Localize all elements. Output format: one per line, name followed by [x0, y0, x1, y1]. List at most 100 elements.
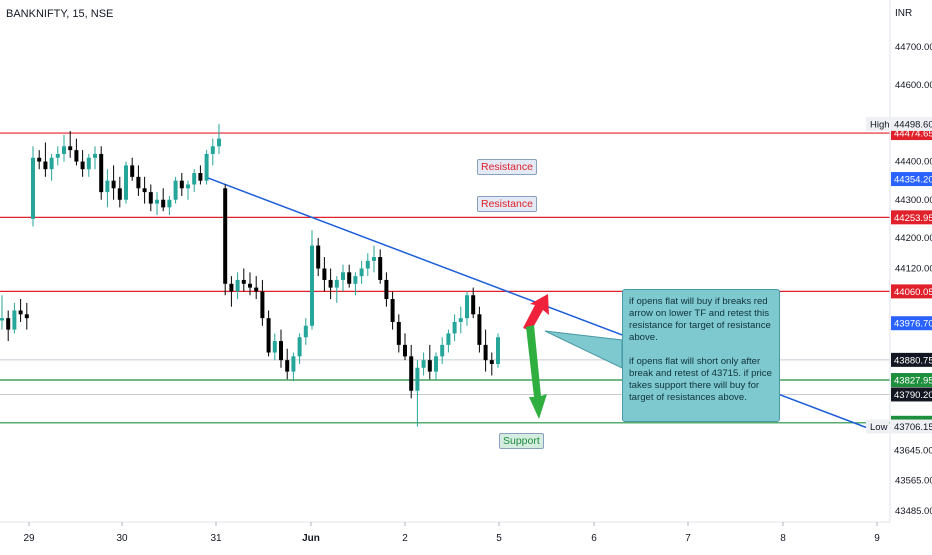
- candle-body: [167, 199, 172, 208]
- price-level-badge: [891, 284, 932, 299]
- time-tick-label: 30: [116, 533, 128, 544]
- time-tick-label: 2: [402, 533, 408, 544]
- candle-body: [117, 188, 122, 200]
- candle-body: [272, 341, 277, 353]
- candle-body: [155, 199, 159, 204]
- candle-body: [198, 173, 203, 181]
- candle-body: [291, 356, 296, 372]
- price-marker-label: 43706.15: [894, 422, 932, 433]
- price-tick-label: 44200.00: [895, 233, 932, 244]
- price-marker-badge: [891, 116, 932, 131]
- price-marker-badge: [891, 316, 932, 331]
- candle-body: [427, 360, 432, 372]
- price-marker-label: 44354.20: [894, 175, 932, 186]
- candle-body: [31, 157, 35, 219]
- candle-body: [229, 283, 234, 292]
- candle-body: [489, 360, 494, 364]
- resistance-tag: Resistance: [477, 159, 537, 175]
- resistance-tag: Resistance: [477, 196, 537, 212]
- candle-body: [421, 360, 426, 368]
- candle-body: [173, 180, 178, 200]
- candle-body: [24, 314, 29, 319]
- price-tick-label: 43565.00: [895, 475, 932, 486]
- currency-label: INR: [895, 8, 913, 19]
- price-level-label: 44474.65: [894, 129, 932, 140]
- extreme-tag-label: High: [870, 119, 890, 130]
- candle-body: [55, 153, 60, 158]
- price-marker-badge: [891, 387, 932, 402]
- candle-body: [378, 257, 383, 280]
- candle-body: [223, 188, 228, 284]
- extreme-tag-badge: [866, 419, 889, 434]
- support-tag: Support: [499, 433, 544, 449]
- candle-body: [403, 344, 407, 357]
- candle-body: [390, 299, 395, 322]
- candle-body: [74, 150, 79, 162]
- note-pointer: [544, 330, 623, 369]
- candle-body: [186, 184, 190, 189]
- candle-body: [0, 318, 4, 321]
- candle-body: [496, 337, 500, 364]
- price-marker-label: 43880.75: [894, 355, 932, 366]
- candle-body: [372, 257, 376, 261]
- symbol-title[interactable]: BANKNIFTY, 15, NSE: [6, 8, 114, 20]
- candle-body: [384, 279, 389, 300]
- price-level-badge: [891, 210, 932, 225]
- candle-body: [254, 287, 259, 292]
- candle-body: [18, 310, 23, 315]
- time-tick-label: 7: [685, 533, 691, 544]
- time-tick-label: 6: [591, 533, 597, 544]
- candle-body: [68, 146, 73, 151]
- price-level-label: 44253.95: [894, 213, 932, 224]
- candle-body: [279, 341, 283, 361]
- price-marker-badge: [891, 419, 932, 434]
- candle-body: [136, 176, 141, 189]
- candle-body: [452, 321, 457, 334]
- candle-body: [310, 245, 314, 326]
- candle-body: [446, 333, 451, 345]
- candle-body: [62, 146, 66, 154]
- candle-body: [235, 279, 240, 292]
- price-marker-badge: [891, 352, 932, 367]
- candle-body: [80, 161, 85, 170]
- candle-body: [483, 344, 488, 361]
- candle-body: [415, 367, 420, 391]
- candle-body: [130, 165, 135, 177]
- candle-body: [266, 318, 271, 353]
- candle-body: [248, 283, 252, 288]
- candle-body: [353, 276, 358, 284]
- candle-body: [204, 153, 209, 181]
- price-marker-label: 43976.70: [894, 319, 932, 330]
- price-tick-label: 44400.00: [895, 157, 932, 168]
- candle-body: [359, 268, 364, 277]
- price-tick-label: 43485.00: [895, 506, 932, 517]
- red-up-arrow: [523, 294, 549, 331]
- extreme-tag-badge: [866, 116, 889, 131]
- price-level-badge: [891, 373, 932, 388]
- candle-body: [6, 318, 11, 330]
- extreme-tag-label: Low: [870, 422, 888, 433]
- time-tick-label: 29: [23, 533, 35, 544]
- candle-body: [43, 161, 48, 170]
- candle-body: [210, 146, 215, 154]
- candle-body: [440, 344, 445, 357]
- candle-body: [297, 337, 302, 357]
- candle-body: [328, 279, 333, 288]
- candle-body: [334, 279, 339, 288]
- price-level-label: 43827.95: [894, 376, 932, 387]
- candle-body: [260, 291, 265, 319]
- candle-body: [396, 321, 401, 345]
- candle-body: [465, 295, 469, 319]
- time-tick-label: 8: [780, 533, 786, 544]
- candle-body: [105, 180, 110, 193]
- time-tick-label: 9: [874, 533, 880, 544]
- candle-body: [241, 279, 246, 284]
- candle-body: [148, 192, 153, 204]
- time-tick-label: 5: [496, 533, 502, 544]
- candle-body: [99, 153, 104, 193]
- candle-body: [409, 356, 414, 391]
- price-tick-label: 44600.00: [895, 80, 932, 91]
- candle-body: [192, 173, 197, 185]
